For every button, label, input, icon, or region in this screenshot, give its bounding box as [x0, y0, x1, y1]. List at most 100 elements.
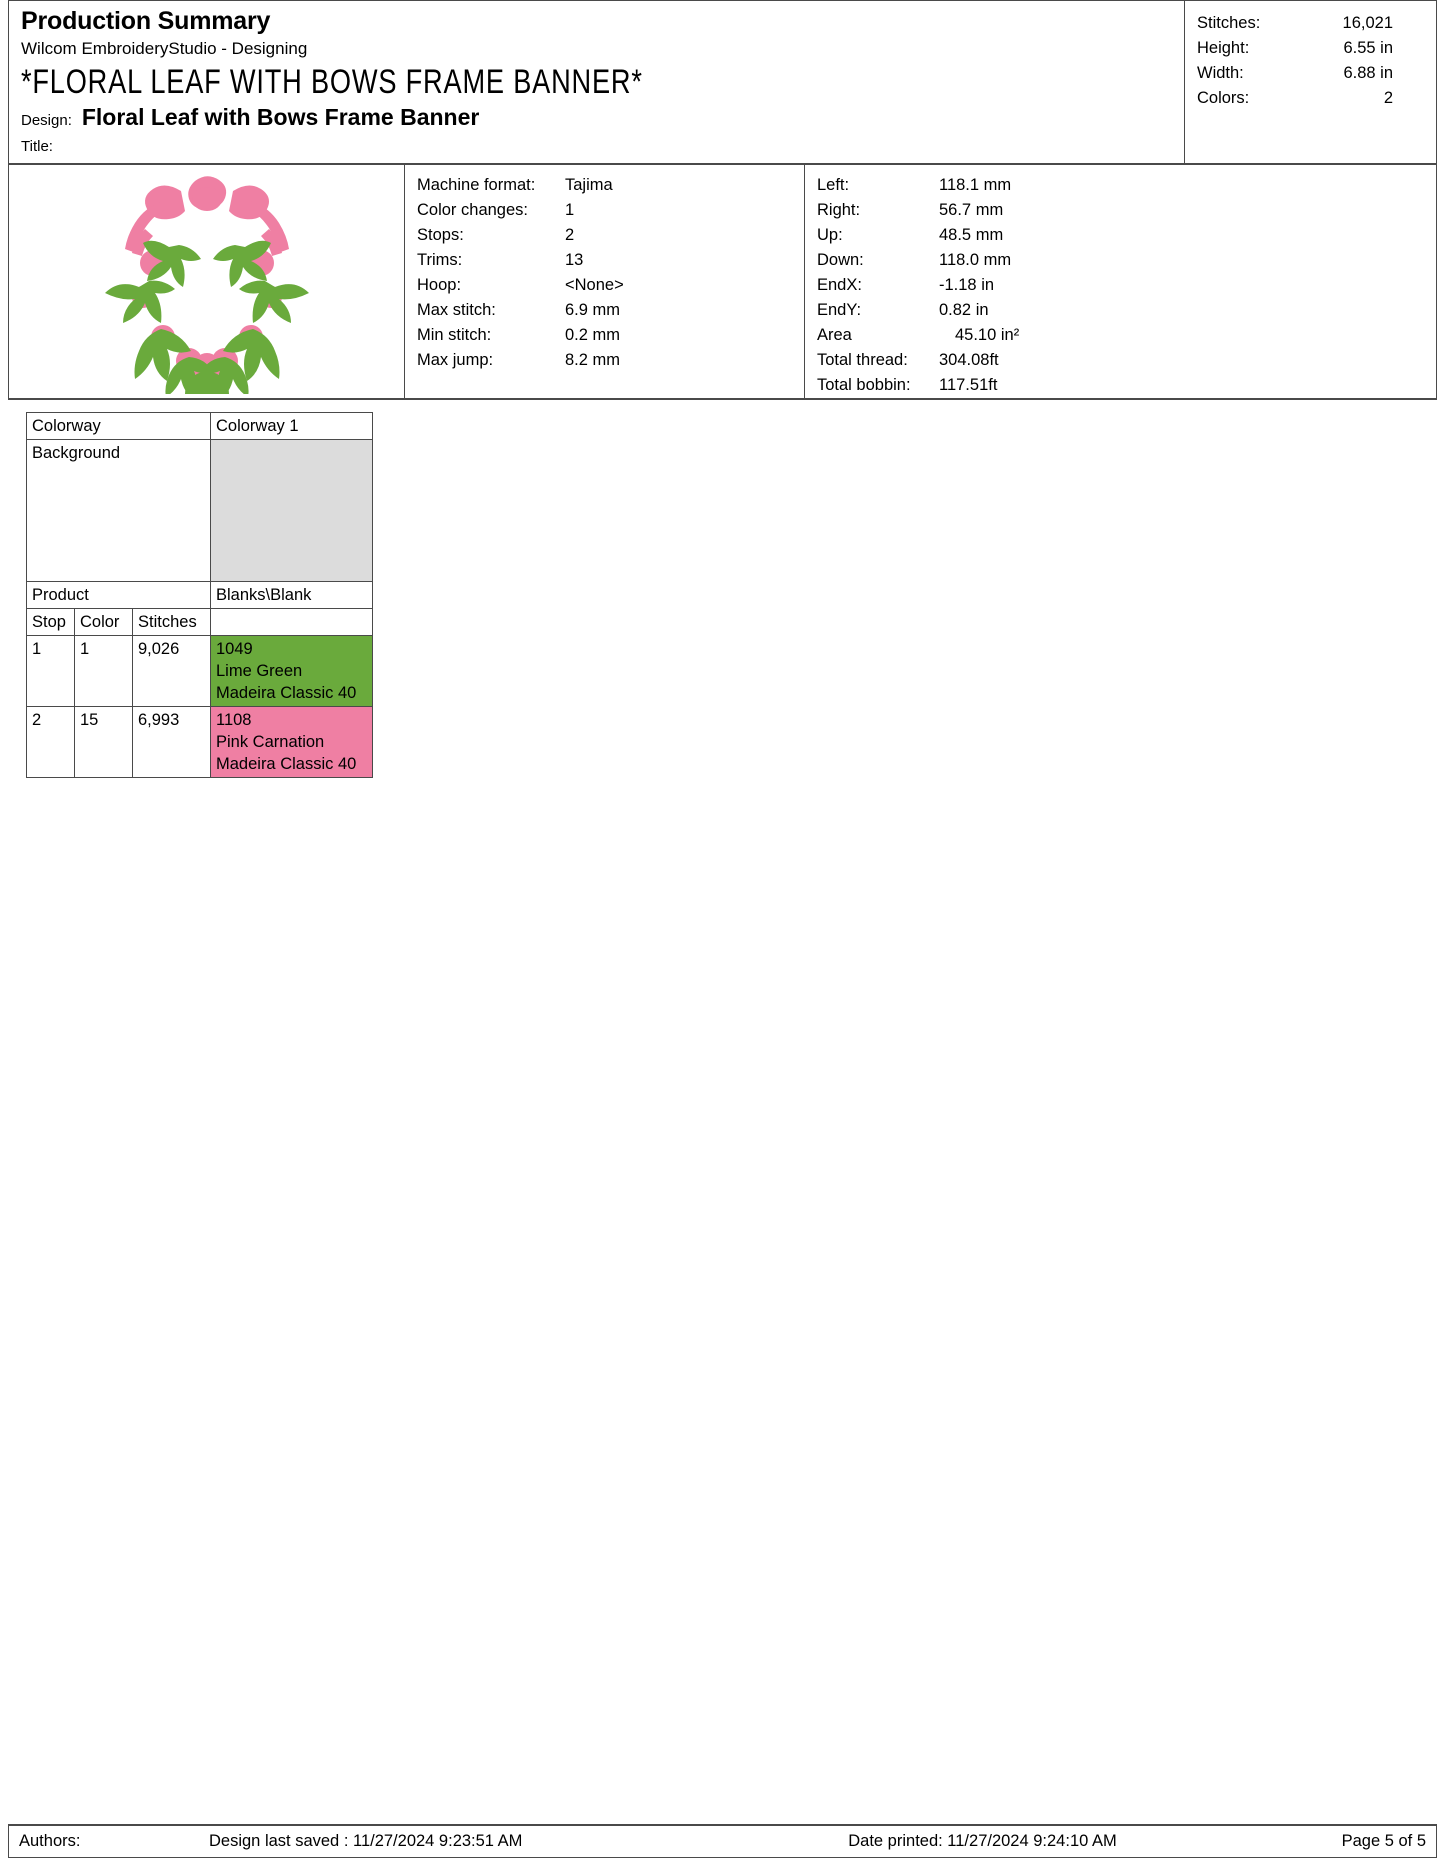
dim-endy: EndY: 0.82 in	[817, 298, 1436, 323]
spec-max-jump-label: Max jump:	[417, 351, 494, 369]
product-value: Blanks\Blank	[210, 581, 373, 609]
dim-endx: EndX: -1.18 in	[817, 273, 1436, 298]
design-label: Design:	[21, 112, 72, 129]
thread-brand: Madeira Classic 40	[216, 755, 357, 773]
spec-min-stitch: Min stitch: 0.2 mm	[417, 323, 804, 348]
spec-machine-format: Machine format: Tajima	[417, 173, 804, 198]
spec-trims: Trims: 13	[417, 248, 804, 273]
spec-min-stitch-label: Min stitch:	[417, 326, 492, 344]
spec-max-stitch: Max stitch: 6.9 mm	[417, 298, 804, 323]
page-title: Production Summary	[21, 7, 271, 35]
stat-width-label: Width:	[1197, 64, 1244, 82]
stat-colors: Colors: 2	[1197, 86, 1436, 111]
table-row-product: Product Blanks\Blank	[26, 581, 373, 609]
spec-min-stitch-value: 0.2 mm	[565, 326, 621, 344]
column-header-color: Color	[74, 608, 133, 636]
row-stitches: 6,993	[132, 706, 211, 778]
table-header-row: Stop Color Stitches	[26, 608, 373, 636]
colorway-value: Colorway 1	[210, 412, 373, 440]
spec-hoop-label: Hoop:	[417, 276, 462, 294]
thread-code: 1108	[216, 711, 252, 729]
row-color: 15	[74, 706, 133, 778]
row-stop: 1	[26, 635, 75, 707]
spec-hoop-value: <None>	[565, 276, 624, 294]
thread-code: 1049	[216, 640, 253, 658]
table-row-colorway: Colorway Colorway 1	[26, 412, 373, 440]
footer-page-number: Page 5 of 5	[1341, 1832, 1426, 1850]
dim-left: Left: 118.1 mm	[817, 173, 1436, 198]
spec-hoop: Hoop: <None>	[417, 273, 804, 298]
thread-name: Pink Carnation	[216, 733, 325, 751]
background-swatch	[210, 439, 373, 582]
background-label: Background	[26, 439, 211, 582]
column-header-stop: Stop	[26, 608, 75, 636]
dim-total-bobbin: Total bobbin: 117.51ft	[817, 373, 1436, 398]
spec-stops: Stops: 2	[417, 223, 804, 248]
spec-max-stitch-label: Max stitch:	[417, 301, 496, 319]
title-label: Title:	[21, 138, 53, 155]
dim-left-value: 118.1 mm	[939, 176, 1012, 194]
stat-colors-value: 2	[1383, 89, 1393, 107]
dim-endx-label: EndX:	[817, 276, 862, 294]
spec-max-stitch-value: 6.9 mm	[565, 301, 621, 319]
dim-up-value: 48.5 mm	[939, 226, 1004, 244]
dim-endy-value: 0.82 in	[939, 301, 989, 319]
dim-total-bobbin-value: 117.51ft	[939, 376, 998, 394]
footer-last-saved: Design last saved : 11/27/2024 9:23:51 A…	[209, 1832, 523, 1850]
footer-authors: Authors:	[19, 1832, 81, 1850]
design-preview-image	[104, 176, 309, 394]
column-header-stitches: Stitches	[132, 608, 211, 636]
dimension-specs: Left: 118.1 mm Right: 56.7 mm Up: 48.5 m…	[805, 165, 1436, 398]
colorway-label: Colorway	[26, 412, 211, 440]
table-row: 1 1 9,026 1049 Lime Green Madeira Classi…	[26, 635, 373, 707]
stat-height-label: Height:	[1197, 39, 1250, 57]
footer-date-printed: Date printed: 11/27/2024 9:24:10 AM	[848, 1832, 1117, 1850]
dim-total-thread-label: Total thread:	[817, 351, 908, 369]
colorway-table: Colorway Colorway 1 Background Product B…	[26, 412, 373, 778]
machine-specs: Machine format: Tajima Color changes: 1 …	[405, 165, 805, 398]
dim-right: Right: 56.7 mm	[817, 198, 1436, 223]
dim-down-value: 118.0 mm	[939, 251, 1012, 269]
stat-stitches-value: 16,021	[1342, 14, 1393, 32]
stat-stitches: Stitches: 16,021	[1197, 11, 1436, 36]
spec-machine-format-value: Tajima	[565, 176, 613, 194]
dim-down: Down: 118.0 mm	[817, 248, 1436, 273]
spec-trims-label: Trims:	[417, 251, 463, 269]
header-left-block: Production Summary Wilcom EmbroideryStud…	[9, 1, 1184, 163]
design-row: Design: Floral Leaf with Bows Frame Bann…	[21, 104, 1184, 131]
spec-stops-value: 2	[565, 226, 575, 244]
design-name: Floral Leaf with Bows Frame Banner	[81, 104, 480, 130]
thread-brand: Madeira Classic 40	[216, 684, 357, 702]
spec-max-jump-value: 8.2 mm	[565, 351, 621, 369]
dim-total-thread: Total thread: 304.08ft	[817, 348, 1436, 373]
dim-total-thread-value: 304.08ft	[939, 351, 999, 369]
dim-down-label: Down:	[817, 251, 864, 269]
row-thread-swatch: 1049 Lime Green Madeira Classic 40	[210, 635, 373, 707]
page-footer: Authors: Design last saved : 11/27/2024 …	[8, 1824, 1437, 1858]
stat-height-value: 6.55 in	[1343, 39, 1393, 57]
dim-up-label: Up:	[817, 226, 843, 244]
dim-total-bobbin-label: Total bobbin:	[817, 376, 911, 394]
design-preview-cell	[9, 165, 405, 398]
row-stop: 2	[26, 706, 75, 778]
dim-area: Area 45.10 in²	[817, 323, 1436, 348]
dim-area-value: 45.10 in²	[955, 326, 1020, 344]
summary-stats: Stitches: 16,021 Height: 6.55 in Width: …	[1184, 1, 1436, 163]
spec-color-changes-value: 1	[565, 201, 575, 219]
dim-area-label: Area	[817, 326, 852, 344]
column-header-thread	[210, 608, 373, 636]
product-label: Product	[26, 581, 211, 609]
spec-color-changes: Color changes: 1	[417, 198, 804, 223]
thread-name: Lime Green	[216, 662, 303, 680]
stat-width-value: 6.88 in	[1343, 64, 1393, 82]
design-info-band: Machine format: Tajima Color changes: 1 …	[8, 165, 1437, 400]
spec-color-changes-label: Color changes:	[417, 201, 528, 219]
dim-right-value: 56.7 mm	[939, 201, 1004, 219]
spec-trims-value: 13	[565, 251, 584, 269]
spec-max-jump: Max jump: 8.2 mm	[417, 348, 804, 373]
dim-left-label: Left:	[817, 176, 850, 194]
spec-machine-format-label: Machine format:	[417, 176, 536, 194]
dim-right-label: Right:	[817, 201, 861, 219]
stat-stitches-label: Stitches:	[1197, 14, 1261, 32]
